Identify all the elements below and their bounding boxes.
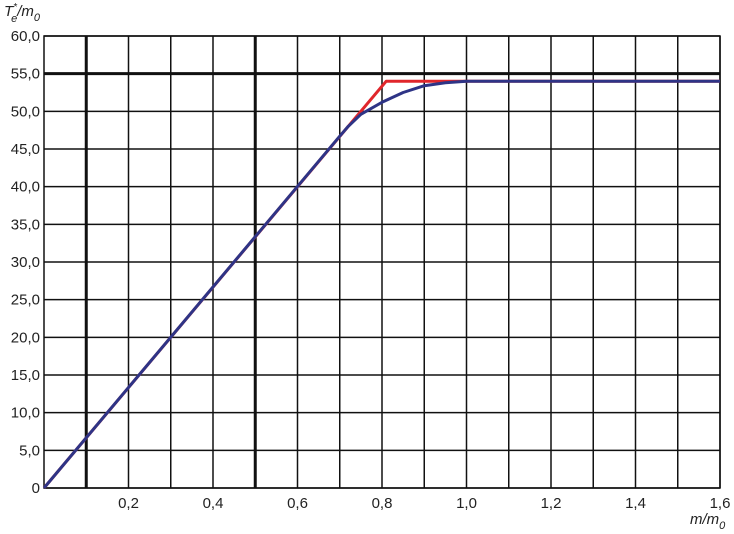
x-tick-label: 0,8 xyxy=(372,495,393,512)
y-tick-label: 40,0 xyxy=(11,179,40,196)
y-tick-label: 30,0 xyxy=(11,254,40,271)
y-tick-label: 0 xyxy=(32,480,40,497)
x-tick-label: 0,6 xyxy=(287,495,308,512)
x-tick-label: 0,4 xyxy=(203,495,224,512)
x-tick-label: 1,0 xyxy=(456,495,477,512)
y-tick-label: 20,0 xyxy=(11,329,40,346)
x-axis-label: m/m0 xyxy=(690,511,726,532)
data-line xyxy=(42,79,720,489)
x-tick-label: 1,6 xyxy=(710,495,731,512)
label-part: * xyxy=(13,2,18,13)
x-tick-label: 1,2 xyxy=(541,495,562,512)
y-tick-label: 55,0 xyxy=(11,66,40,83)
label-part: 0 xyxy=(719,520,726,532)
y-tick-label: 45,0 xyxy=(11,141,40,158)
y-axis-label: T* e/m0 xyxy=(4,2,41,25)
y-tick-label: 10,0 xyxy=(11,405,40,422)
label-part: m/m xyxy=(690,511,719,528)
label-part: e xyxy=(11,13,17,25)
x-tick-label: 1,4 xyxy=(625,495,646,512)
y-tick-label: 25,0 xyxy=(11,292,40,309)
y-tick-label: 50,0 xyxy=(11,103,40,120)
y-tick-label: 60,0 xyxy=(11,28,40,45)
y-tick-label: 5,0 xyxy=(19,442,40,459)
y-tick-label: 15,0 xyxy=(11,367,40,384)
label-part: 0 xyxy=(34,12,41,24)
y-tick-label: 35,0 xyxy=(11,216,40,233)
plot-frame xyxy=(43,35,721,489)
label-part: /m xyxy=(16,3,34,20)
label-part: T xyxy=(4,3,15,20)
x-tick-label: 0,2 xyxy=(118,495,139,512)
